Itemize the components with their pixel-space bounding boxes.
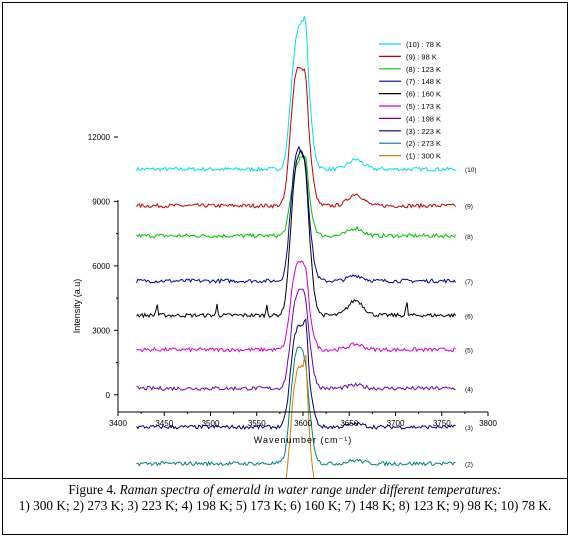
- x-tick-label: 3450: [155, 419, 173, 428]
- legend-entry: (10) : 78 K: [406, 40, 441, 49]
- series-end-label: (7): [465, 279, 473, 286]
- series-end-label: (3): [465, 425, 473, 432]
- spectrum-line: [285, 354, 315, 478]
- spectrum-line: [136, 318, 456, 431]
- x-tick-label: 3500: [202, 419, 220, 428]
- series-end-label: (6): [465, 313, 473, 320]
- caption-body: 1) 300 K; 2) 273 K; 3) 223 K; 4) 198 K; …: [18, 498, 552, 513]
- x-tick-label: 3700: [387, 419, 405, 428]
- axes: 3400 3450 3500 3550 3600 3650 3700 3750 3800 0 30…: [72, 133, 497, 445]
- plot-area: [136, 16, 457, 478]
- series-end-labels: (10)(9)(8)(7)(6)(5)(4)(3)(2)(1): [465, 167, 477, 469]
- x-tick-label: 3550: [248, 419, 266, 428]
- spectrum-line: [136, 66, 456, 209]
- spectrum-line: [136, 149, 457, 319]
- y-tick-label: 3000: [92, 326, 110, 335]
- spectrum-line: [136, 260, 456, 353]
- legend-entry: (8) : 123 K: [406, 65, 441, 74]
- y-tick-label: 9000: [92, 197, 110, 206]
- legend: (10) : 78 K (9) : 98 K (8) : 123 K (7) : 14…: [379, 40, 441, 161]
- x-tick-label: 3400: [109, 419, 127, 428]
- legend-entry: (4) : 198 K: [406, 114, 441, 123]
- spectrum-line: [136, 155, 457, 239]
- spectrum-line: [136, 16, 456, 173]
- y-tick-label: 0: [106, 391, 111, 400]
- legend-entry: (1) : 300 K: [406, 152, 441, 161]
- figure-caption: Figure 4. Raman spectra of emerald in wa…: [6, 482, 564, 514]
- legend-entry: (7) : 148 K: [406, 77, 441, 86]
- legend-entry: (9) : 98 K: [406, 52, 437, 61]
- caption-separator: [3, 478, 567, 479]
- series-end-label: (8): [465, 234, 473, 241]
- x-tick-label: 3800: [479, 419, 497, 428]
- x-tick-label: 3650: [340, 419, 358, 428]
- legend-entry: (2) : 273 K: [406, 139, 441, 148]
- spectrum-line: [136, 145, 457, 285]
- series-end-label: (2): [465, 462, 473, 469]
- legend-entry: (6) : 160 K: [406, 90, 441, 99]
- series-end-label: (4): [465, 386, 473, 393]
- series-end-label: (5): [465, 348, 473, 355]
- x-ticks: 3400 3450 3500 3550 3600 3650 3700 3750 3800: [109, 412, 497, 428]
- x-axis-label: Wavenumber (cm⁻¹): [254, 435, 352, 445]
- caption-title: Raman spectra of emerald in water range …: [119, 482, 502, 497]
- y-tick-label: 6000: [92, 262, 110, 271]
- x-tick-label: 3750: [433, 419, 451, 428]
- raman-spectra-chart: 3400 3450 3500 3550 3600 3650 3700 3750 3800 0 30…: [72, 16, 497, 478]
- spectrum-line: [136, 346, 456, 467]
- caption-lead: Figure 4.: [68, 482, 117, 497]
- legend-entry: (5) : 173 K: [406, 102, 441, 111]
- y-ticks: 0 3000 6000 9000 12000: [88, 133, 118, 400]
- legend-entry: (3) : 223 K: [406, 127, 441, 136]
- spectrum-line: [136, 288, 456, 392]
- y-axis-label: Intensity (a.u): [72, 279, 82, 334]
- series-end-label: (9): [465, 204, 473, 211]
- y-tick-label: 12000: [88, 133, 111, 142]
- x-tick-label: 3600: [294, 419, 312, 428]
- series-end-label: (10): [465, 167, 477, 174]
